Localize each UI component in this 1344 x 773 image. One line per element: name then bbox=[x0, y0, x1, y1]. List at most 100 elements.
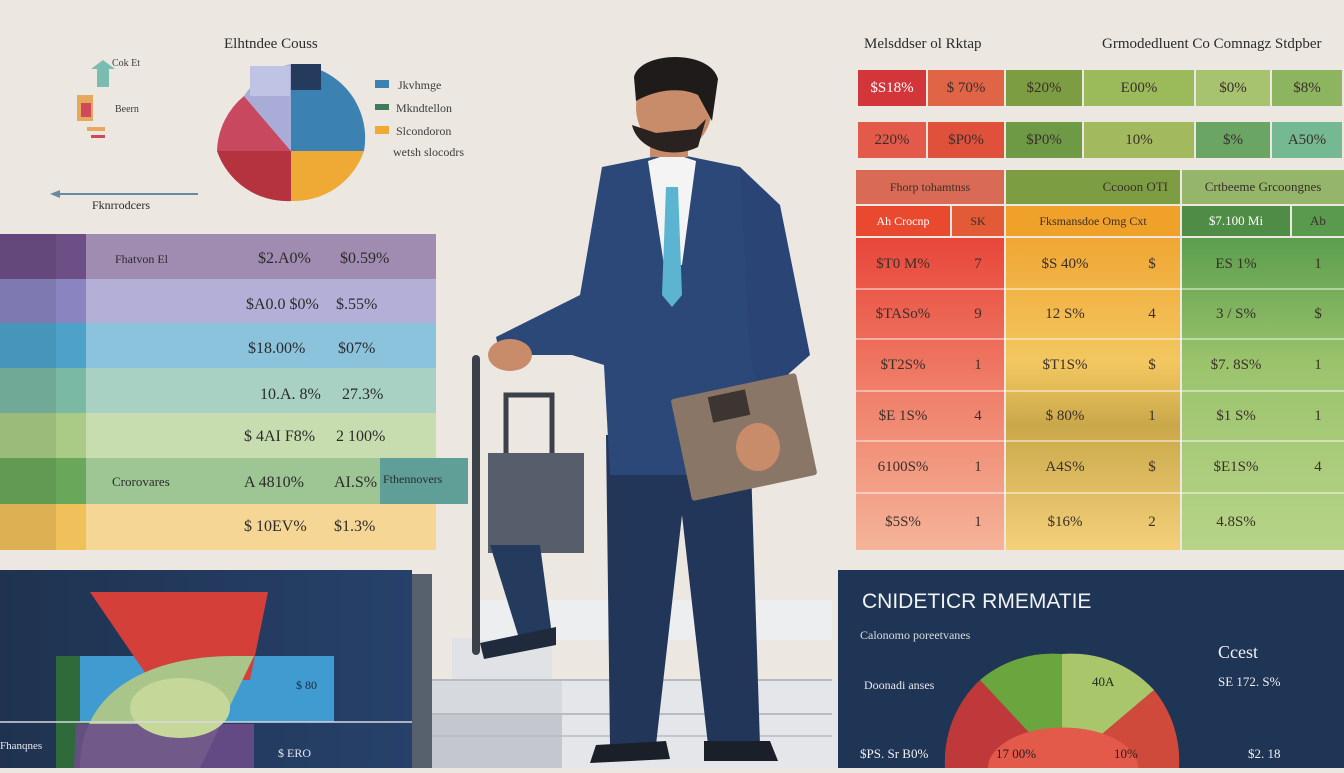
top-right-title-right: Grmodedluent Co Comnagz Stdpber bbox=[1102, 36, 1322, 52]
summary-cell: $8% bbox=[1272, 70, 1342, 106]
grid-subheader: $7.100 Mi bbox=[1182, 206, 1290, 236]
left-row-value: $ 10EV% bbox=[244, 518, 307, 535]
arrow-icon bbox=[50, 186, 200, 198]
data-grid: Fhorp tohamtnss Ccooon OTI Crtbeeme Grco… bbox=[856, 170, 1344, 550]
grid-subheader: SK bbox=[952, 206, 1004, 236]
grid-cell: $1 S% bbox=[1216, 407, 1256, 424]
mini-label-2: Beern bbox=[115, 104, 139, 115]
mini-bar-icon bbox=[73, 59, 123, 139]
summary-cell: $20% bbox=[1006, 70, 1082, 106]
summary-cell: 220% bbox=[858, 122, 926, 158]
grid-cell: 1 bbox=[974, 458, 982, 475]
grid-cell: $T2S% bbox=[880, 356, 926, 373]
legend-swatch-2 bbox=[375, 104, 389, 110]
businessman-illustration bbox=[460, 55, 820, 768]
summary-cell: E00% bbox=[1084, 70, 1194, 106]
grid-col-red bbox=[856, 238, 1004, 550]
grid-subheader: Ab bbox=[1292, 206, 1344, 236]
grid-cell: ES 1% bbox=[1215, 255, 1257, 272]
grid-cell: $E 1S% bbox=[878, 407, 928, 424]
grid-col-orange bbox=[1006, 238, 1180, 550]
grid-cell: 3 / S% bbox=[1215, 305, 1256, 322]
summary-row-2: 220% $P0% $P0% 10% $% A50% bbox=[858, 122, 1342, 158]
summary-cell: $% bbox=[1196, 122, 1270, 158]
bottom-right-title: CNIDETICR RMEMATIE bbox=[862, 590, 1092, 613]
grid-cell: 1 bbox=[1148, 407, 1156, 424]
left-row-label-1: Fhatvon El bbox=[115, 252, 168, 266]
legend-swatch-1 bbox=[375, 80, 389, 88]
left-row-value: 2 100% bbox=[336, 428, 386, 445]
left-row-value: $2.A0% bbox=[258, 250, 311, 267]
overlay-label: Fthennovers bbox=[383, 472, 443, 486]
left-table-row bbox=[0, 368, 436, 413]
grid-cell: $S 40% bbox=[1041, 255, 1089, 272]
left-table-tab bbox=[0, 234, 56, 550]
grid-header: Fhorp tohamtnss bbox=[856, 170, 1004, 204]
left-row-value: $1.3% bbox=[334, 518, 376, 535]
cost-label: Ccest bbox=[1218, 642, 1258, 662]
left-table-row bbox=[0, 323, 436, 368]
left-table-overlay-tab bbox=[380, 458, 468, 504]
grid-cell: $T1S% bbox=[1042, 356, 1088, 373]
grid-subheader: Fksmansdoe Omg Cxt bbox=[1006, 206, 1180, 236]
grid-cell bbox=[1292, 494, 1344, 550]
summary-cell: 10% bbox=[1084, 122, 1194, 158]
grid-cell: $T0 M% bbox=[876, 255, 930, 272]
left-table-frame bbox=[86, 234, 436, 550]
grid-cell: $ bbox=[1148, 255, 1156, 272]
left-table: Fhatvon El $2.A0% $0.59% $A0.0 $0% $.55%… bbox=[0, 234, 470, 550]
summary-row-1: $S18% $ 70% $20% E00% $0% $8% bbox=[858, 70, 1342, 106]
left-row-value: A 4810% bbox=[244, 474, 304, 491]
top-right-title-left: Melsddser ol Rktap bbox=[864, 36, 982, 52]
bottom-left-value: $ 80 bbox=[296, 678, 317, 692]
grid-cell: $7. 8S% bbox=[1210, 356, 1262, 373]
grid-cell: 1 bbox=[1314, 255, 1322, 272]
left-table-row bbox=[0, 504, 436, 550]
legend-label-2: Mkndtellon bbox=[396, 101, 452, 115]
top-left-title: Elhtndee Couss bbox=[224, 36, 318, 52]
arrow-label: Fknrrodcers bbox=[92, 198, 150, 212]
grid-cell: 4 bbox=[1148, 305, 1156, 322]
grid-cell: 1 bbox=[974, 513, 982, 530]
left-row-value: $.55% bbox=[336, 296, 378, 313]
grid-cell: $TASo% bbox=[875, 305, 931, 322]
legend-swatch-3 bbox=[375, 126, 389, 134]
left-row-value: $07% bbox=[338, 340, 376, 357]
grid-header: Crtbeeme Grcoongnes bbox=[1182, 170, 1344, 204]
grid-cell: $16% bbox=[1047, 513, 1083, 530]
grid-cell: 1 bbox=[1314, 407, 1322, 424]
pie-value: $2. 18 bbox=[1248, 746, 1281, 761]
bottom-left-label: Fhanqnes bbox=[0, 740, 43, 752]
grid-cell: $ bbox=[1314, 305, 1322, 322]
left-row-value: 27.3% bbox=[342, 386, 384, 403]
pie-chart bbox=[214, 60, 366, 204]
left-row-value: $18.00% bbox=[248, 340, 306, 357]
grid-cell: 1 bbox=[1314, 356, 1322, 373]
pie-value: 40A bbox=[1092, 674, 1115, 689]
summary-cell: $0% bbox=[1196, 70, 1270, 106]
grid-cell: $ bbox=[1148, 458, 1156, 475]
grid-cell: $ 80% bbox=[1045, 407, 1085, 424]
pie-value: $PS. Sr B0% bbox=[860, 746, 929, 761]
summary-cell: $P0% bbox=[928, 122, 1004, 158]
grid-subheader: Ah Crocnp bbox=[856, 206, 950, 236]
grid-cell: 7 bbox=[974, 255, 982, 272]
summary-cell: $ 70% bbox=[928, 70, 1004, 106]
legend-label-1: Jkvhmge bbox=[398, 78, 442, 92]
left-table-row bbox=[0, 458, 436, 504]
pie-value: 17 00% bbox=[996, 746, 1037, 761]
grid-cell: 1 bbox=[974, 356, 982, 373]
grid-header: Ccooon OTI bbox=[1006, 170, 1180, 204]
grid-cell: 6100S% bbox=[877, 458, 929, 475]
summary-cell: A50% bbox=[1272, 122, 1342, 158]
grid-col-green bbox=[1182, 238, 1344, 550]
grid-cell: 4.8S% bbox=[1216, 513, 1256, 530]
bottom-right-panel: CNIDETICR RMEMATIE Calonomo poreetvanes … bbox=[838, 570, 1344, 768]
summary-cell: $P0% bbox=[1006, 122, 1082, 158]
left-row-value: AI.S% bbox=[334, 474, 378, 491]
left-table-row bbox=[0, 234, 436, 279]
summary-cell: $S18% bbox=[858, 70, 926, 106]
left-row-label-6: Crorovares bbox=[112, 474, 170, 489]
left-table-row bbox=[0, 279, 436, 323]
side-label: Doonadi anses bbox=[864, 678, 935, 692]
